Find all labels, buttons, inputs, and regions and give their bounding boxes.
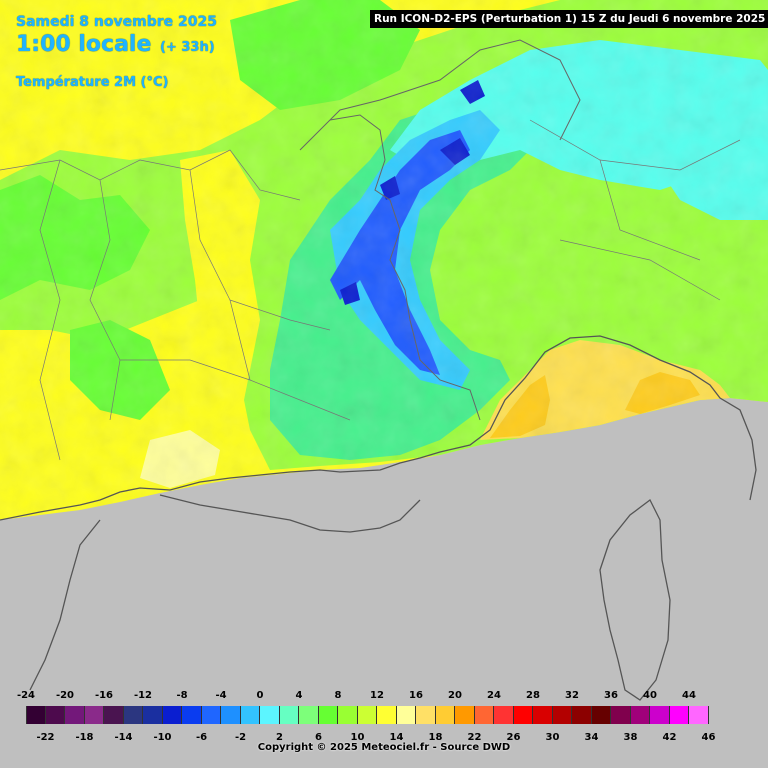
legend-tick-label: 26 (506, 732, 521, 743)
coast-south-detail (159, 494, 421, 533)
legend-swatch (123, 706, 143, 724)
color-legend: -24 -20 -16 -12 -8 -4 0 4 8 12 16 20 24 28 32 36 40 44 -2… (0, 686, 768, 768)
legend-tick-label: 32 (565, 690, 579, 701)
copyright-notice: Copyright © 2025 Meteociel.fr - Source D… (257, 742, 511, 753)
legend-swatch (65, 706, 85, 724)
legend-swatch (533, 706, 553, 724)
legend-swatch (299, 706, 319, 724)
regional-borders (0, 119, 741, 461)
legend-swatch (357, 706, 377, 724)
legend-tick-label: 30 (545, 732, 560, 743)
legend-swatch (591, 706, 611, 724)
legend-tick-label: -16 (94, 690, 114, 701)
legend-tick-label: 42 (662, 732, 677, 743)
legend-tick-label: 18 (428, 732, 443, 743)
legend-tick-label: 20 (448, 690, 462, 701)
legend-tick-label: 10 (350, 732, 365, 743)
coastline (0, 335, 757, 691)
legend-swatch (572, 706, 592, 724)
legend-swatch (162, 706, 182, 724)
field-texture (0, 0, 768, 520)
corsica-coast (599, 499, 671, 701)
legend-tick-label: 8 (334, 690, 342, 701)
legend-tick-label: 2 (276, 732, 283, 743)
forecast-date: Samedi 8 novembre 2025 (16, 14, 217, 30)
legend-tick-label: -22 (36, 732, 55, 743)
legend-tick-label: -14 (114, 732, 133, 743)
legend-swatch (318, 706, 338, 724)
forecast-time: 1:00 locale (16, 32, 152, 57)
legend-swatch (630, 706, 650, 724)
legend-tick-label: 36 (604, 690, 618, 701)
legend-swatch (143, 706, 163, 724)
legend-swatch (435, 706, 455, 724)
variable-label: Température 2M (°C) (16, 75, 169, 90)
legend-tick-label: -12 (133, 690, 153, 701)
legend-tick-label: -20 (55, 690, 75, 701)
legend-tick-label: 24 (487, 690, 501, 701)
legend-swatch (474, 706, 494, 724)
legend-swatch (513, 706, 533, 724)
legend-swatch (669, 706, 689, 724)
legend-swatch (182, 706, 202, 724)
legend-tick-label: 16 (409, 690, 423, 701)
legend-tick-label: 0 (256, 690, 264, 701)
legend-swatch (396, 706, 416, 724)
legend-swatch (689, 706, 709, 724)
legend-swatch (45, 706, 65, 724)
legend-tick-label: -8 (176, 690, 188, 701)
legend-swatch (104, 706, 124, 724)
legend-tick-label: -18 (75, 732, 94, 743)
border-italy (329, 114, 481, 421)
legend-swatch (494, 706, 514, 724)
run-info-banner: Run ICON-D2-EPS (Perturbation 1) 15 Z du… (370, 10, 768, 28)
legend-swatch (338, 706, 358, 724)
legend-tick-label: 34 (584, 732, 599, 743)
legend-tick-label: 40 (643, 690, 657, 701)
legend-tick-label: 46 (701, 732, 716, 743)
geographic-lines (0, 39, 757, 701)
legend-swatch (201, 706, 221, 724)
legend-swatch (221, 706, 241, 724)
legend-tick-label: -2 (234, 732, 247, 743)
legend-tick-label: -6 (195, 732, 208, 743)
legend-colorbar (26, 706, 709, 724)
legend-tick-label: 28 (526, 690, 540, 701)
legend-tick-label: 4 (295, 690, 303, 701)
legend-swatch (611, 706, 631, 724)
forecast-offset: (+ 33h) (160, 40, 215, 55)
legend-tick-label: -10 (153, 732, 172, 743)
legend-swatch (260, 706, 280, 724)
legend-swatch (26, 706, 46, 724)
legend-tick-label: 44 (682, 690, 696, 701)
legend-swatch (650, 706, 670, 724)
legend-swatch (416, 706, 436, 724)
legend-tick-label: 38 (623, 732, 638, 743)
legend-swatch (377, 706, 397, 724)
legend-tick-label: 14 (389, 732, 404, 743)
legend-tick-label: -24 (16, 690, 36, 701)
legend-tick-label: 22 (467, 732, 482, 743)
legend-swatch (552, 706, 572, 724)
border-swiss (299, 39, 581, 151)
legend-swatch (240, 706, 260, 724)
legend-tick-label: -4 (215, 690, 227, 701)
legend-tick-label: 12 (370, 690, 384, 701)
legend-tick-label: 6 (315, 732, 322, 743)
legend-swatch (279, 706, 299, 724)
legend-swatch (84, 706, 104, 724)
legend-swatch (455, 706, 475, 724)
